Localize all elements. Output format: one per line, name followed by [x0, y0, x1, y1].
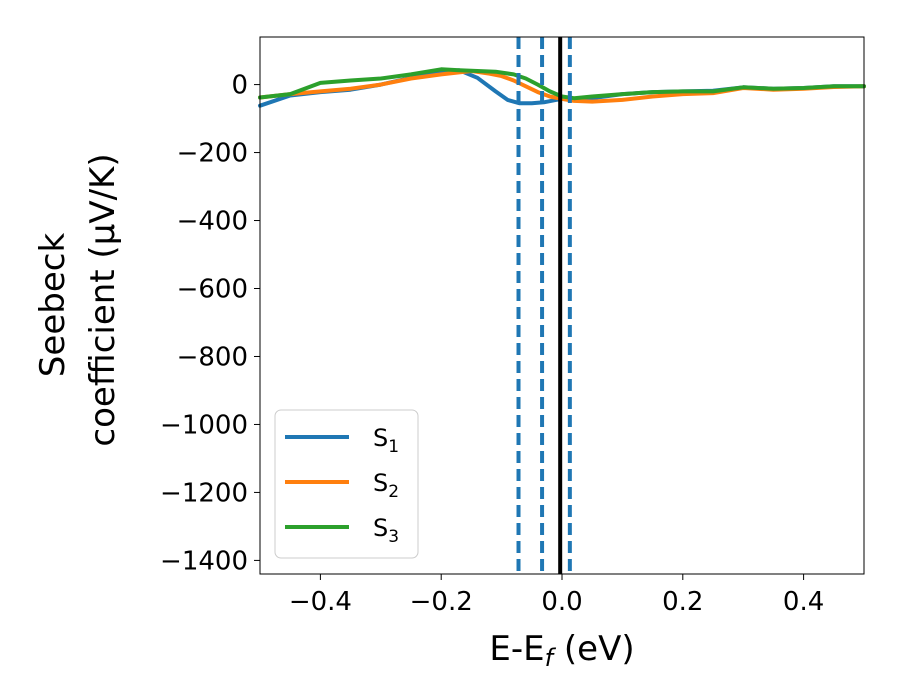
x-tick-label: 0.4	[783, 587, 824, 617]
x-axis-label-main: E-E	[489, 629, 544, 669]
y-tick-label: −800	[177, 342, 248, 372]
axis-ticks: −0.4 −0.2 0.0 0.2 0.4 0 −200 −400 −600 −800 −1000 −…	[160, 71, 824, 617]
vertical-lines	[516, 37, 572, 574]
y-tick-label: −400	[177, 207, 248, 237]
x-axis-label-unit: (eV)	[553, 629, 635, 669]
x-tick-label: 0.2	[662, 587, 703, 617]
y-tick-label: 0	[231, 71, 248, 101]
x-tick-label: −0.4	[289, 587, 352, 617]
legend: S1 S2 S3	[274, 409, 419, 559]
legend-label-s2: S2	[373, 469, 399, 502]
y-axis-label-line1: Seebeck	[33, 233, 73, 378]
y-tick-label: −1200	[160, 478, 248, 508]
y-tick-label: −1000	[160, 410, 248, 440]
legend-label-s3: S3	[373, 514, 399, 547]
y-tick-label: −600	[177, 275, 248, 305]
series-line-s3	[258, 67, 866, 101]
legend-label-s1: S1	[373, 424, 399, 457]
x-tick-label: −0.2	[410, 587, 473, 617]
y-axis-label-line2: coefficient (μV/K)	[83, 153, 123, 446]
y-tick-label: −1400	[160, 546, 248, 576]
x-axis-label: E-Ef (eV)	[489, 629, 634, 672]
x-tick-label: 0.0	[541, 587, 582, 617]
y-tick-label: −200	[177, 139, 248, 169]
